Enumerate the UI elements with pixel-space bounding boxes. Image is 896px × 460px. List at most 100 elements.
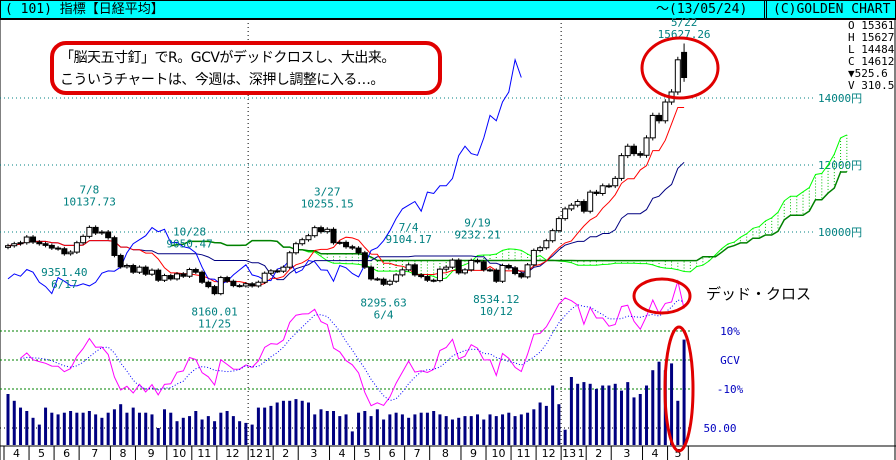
- volume-bar: [544, 405, 548, 445]
- candle-body: [637, 153, 644, 156]
- gcv-signal-line: [20, 299, 685, 402]
- candle-body: [399, 269, 406, 276]
- info-high: H 15627: [848, 31, 894, 44]
- senkou-span-b-line: [170, 171, 847, 262]
- candle-body: [42, 243, 49, 246]
- month-label: 12: [225, 447, 239, 460]
- candle-body: [405, 264, 412, 271]
- candle-body: [192, 269, 199, 273]
- volume-bar: [188, 416, 192, 445]
- volume-bar: [632, 397, 636, 445]
- candle-body: [380, 278, 387, 285]
- dead-cross-label: デッド・クロス: [706, 285, 812, 303]
- candle-body: [123, 265, 130, 268]
- volume-bar: [225, 411, 229, 445]
- volume-bar: [62, 412, 66, 445]
- volume-bar: [651, 370, 655, 445]
- volume-bar: [538, 402, 542, 445]
- volume-bar: [563, 429, 567, 445]
- candle-body: [30, 236, 37, 243]
- volume-bar: [419, 412, 423, 445]
- candle-body: [174, 273, 181, 280]
- month-label: 4: [339, 447, 346, 460]
- candle-body: [23, 236, 30, 244]
- volume-bar: [513, 416, 517, 445]
- volume-bar: [81, 412, 85, 445]
- candle-body: [624, 145, 631, 157]
- volume-bar: [551, 385, 555, 445]
- volume-bar: [112, 409, 116, 445]
- candle-body: [518, 273, 525, 278]
- year-label: 12: [249, 447, 263, 460]
- candle-body: [649, 114, 656, 139]
- volume-bar: [181, 417, 185, 445]
- volume-bar: [363, 411, 367, 445]
- candle-body: [393, 274, 400, 282]
- volume-bar: [325, 411, 329, 445]
- candle-body: [111, 237, 118, 256]
- candle-body: [17, 242, 24, 245]
- comment-callout: 「脳天五寸釘」でR。GCVがデッドクロスし、大出来。 こういうチャートは、今週は…: [50, 41, 442, 95]
- volume-bar: [338, 416, 342, 445]
- volume-bar: [350, 431, 354, 445]
- volume-bar: [657, 361, 661, 445]
- volume-bar: [250, 424, 254, 445]
- volume-bar: [638, 394, 642, 445]
- volume-bar: [19, 407, 23, 445]
- candle-body: [48, 244, 55, 249]
- volume-bar: [444, 416, 448, 445]
- volume-bar: [501, 414, 505, 445]
- candle-body: [587, 191, 594, 212]
- annotation-date: 3/27: [314, 185, 341, 198]
- callout-line-2: こういうチャートは、今週は、深押し調整に入る…。: [60, 72, 384, 88]
- candle-body: [499, 265, 506, 282]
- volume-bar: [407, 417, 411, 445]
- volume-bar: [294, 399, 298, 445]
- annotation-price: 8534.12: [473, 293, 519, 306]
- volume-bar: [244, 422, 248, 445]
- candle-body: [299, 239, 306, 245]
- annotation-price: 10255.15: [301, 197, 354, 210]
- annotation-price: 8295.63: [360, 296, 406, 309]
- volume-bar: [569, 377, 573, 445]
- candle-body: [249, 283, 256, 287]
- candle-body: [292, 243, 299, 254]
- candle-body: [36, 241, 43, 245]
- candle-body: [330, 228, 337, 244]
- volume-bar: [238, 421, 242, 445]
- candle-body: [461, 269, 468, 274]
- volume-bar: [269, 405, 273, 445]
- candle-body: [418, 274, 425, 278]
- annotation-date: 10/12: [480, 305, 513, 318]
- candle-body: [555, 218, 562, 232]
- candle-body: [349, 246, 356, 249]
- candle-body: [524, 264, 531, 278]
- volume-bar: [163, 409, 166, 445]
- month-label: 1: [265, 447, 272, 460]
- volume-bar: [519, 414, 523, 445]
- candle-body: [267, 270, 274, 274]
- candle-body: [512, 267, 519, 275]
- senkou-span-a-line: [170, 134, 848, 280]
- annotation-price: 8160.01: [191, 306, 237, 319]
- candle-body: [11, 243, 18, 247]
- volume-bar: [476, 414, 479, 445]
- candle-body: [487, 269, 494, 272]
- volume-bar: [31, 417, 35, 445]
- kijun-line: [7, 161, 685, 281]
- date-range: ～(13/05/24): [656, 2, 748, 17]
- title-bar: ( 101) 指標【日経平均】 ～(13/05/24) (C)GOLDEN CH…: [0, 0, 896, 20]
- volume-bar: [457, 417, 461, 445]
- volume-bar: [357, 412, 361, 445]
- month-label: 4: [13, 447, 20, 460]
- candle-body: [336, 241, 343, 244]
- volume-bar: [144, 412, 148, 445]
- candle-body: [681, 51, 688, 78]
- volume-bar: [106, 412, 110, 445]
- volume-bar: [169, 412, 173, 445]
- candle-body: [599, 185, 606, 194]
- info-open: O 15361: [848, 19, 894, 32]
- volume-bar: [576, 383, 580, 445]
- candle-body: [5, 245, 11, 248]
